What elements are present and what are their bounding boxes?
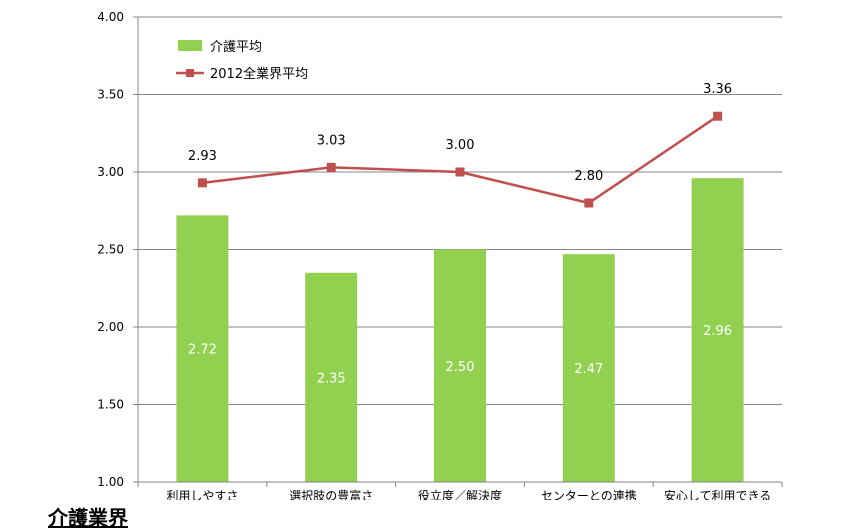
legend-label-line: 2012全業界平均 [210,66,308,82]
x-tick-label: センターとの連携 [541,488,637,500]
x-tick-label: 利用しやすさ [166,489,238,500]
y-tick-label: 2.50 [97,243,124,257]
x-axis: 利用しやすさ 選択肢の豊富さ 役立度／解決度 センターとの連携 安心して利用できる [137,481,783,500]
line-point [455,167,465,177]
x-tick-label: 役立度／解決度 [418,488,502,500]
line-value-label: 3.03 [317,133,346,148]
line-point [197,178,207,188]
legend-swatch-bar [178,40,202,51]
bar [176,215,229,482]
footer-title: 介護業界 [48,506,128,530]
y-axis: 1.00 1.50 2.00 2.50 3.00 3.50 4.00 [97,10,139,489]
bar-value-label: 2.47 [574,362,603,377]
chart: 1.00 1.50 2.00 2.50 3.00 3.50 4.00 2.72 2.35 2.5… [97,10,783,500]
bar [691,178,744,482]
legend-label-bar: 介護平均 [210,39,262,55]
line-series: 2.93 3.03 3.00 2.80 3.36 [188,82,732,208]
y-tick-label: 4.00 [97,10,124,24]
bar [305,272,358,482]
legend-swatch-marker [186,69,194,77]
y-tick-label: 1.50 [97,398,124,412]
bar-value-label: 2.96 [703,324,732,339]
line-point [584,198,594,208]
line-path [202,115,719,205]
legend: 介護平均 2012全業界平均 [176,39,308,82]
x-tick-label: 安心して利用できる [664,488,771,500]
y-tick-label: 3.50 [97,88,124,102]
bar [434,249,486,482]
line-point [326,162,336,172]
line-value-label: 2.93 [188,149,217,164]
x-tick-label: 選択肢の豊富さ [289,488,373,500]
line-value-label: 3.36 [703,82,732,97]
bar-value-label: 2.50 [446,360,475,375]
line-point [713,111,723,121]
bar-value-label: 2.72 [188,343,217,358]
y-tick-label: 3.00 [97,165,124,179]
bar [562,254,615,482]
bar-series: 2.72 2.35 2.50 2.47 2.96 [176,178,744,482]
line-value-label: 3.00 [446,138,475,153]
y-tick-label: 1.00 [97,475,124,489]
y-tick-label: 2.00 [97,320,124,334]
bar-value-label: 2.35 [317,371,346,386]
line-value-label: 2.80 [574,169,603,184]
